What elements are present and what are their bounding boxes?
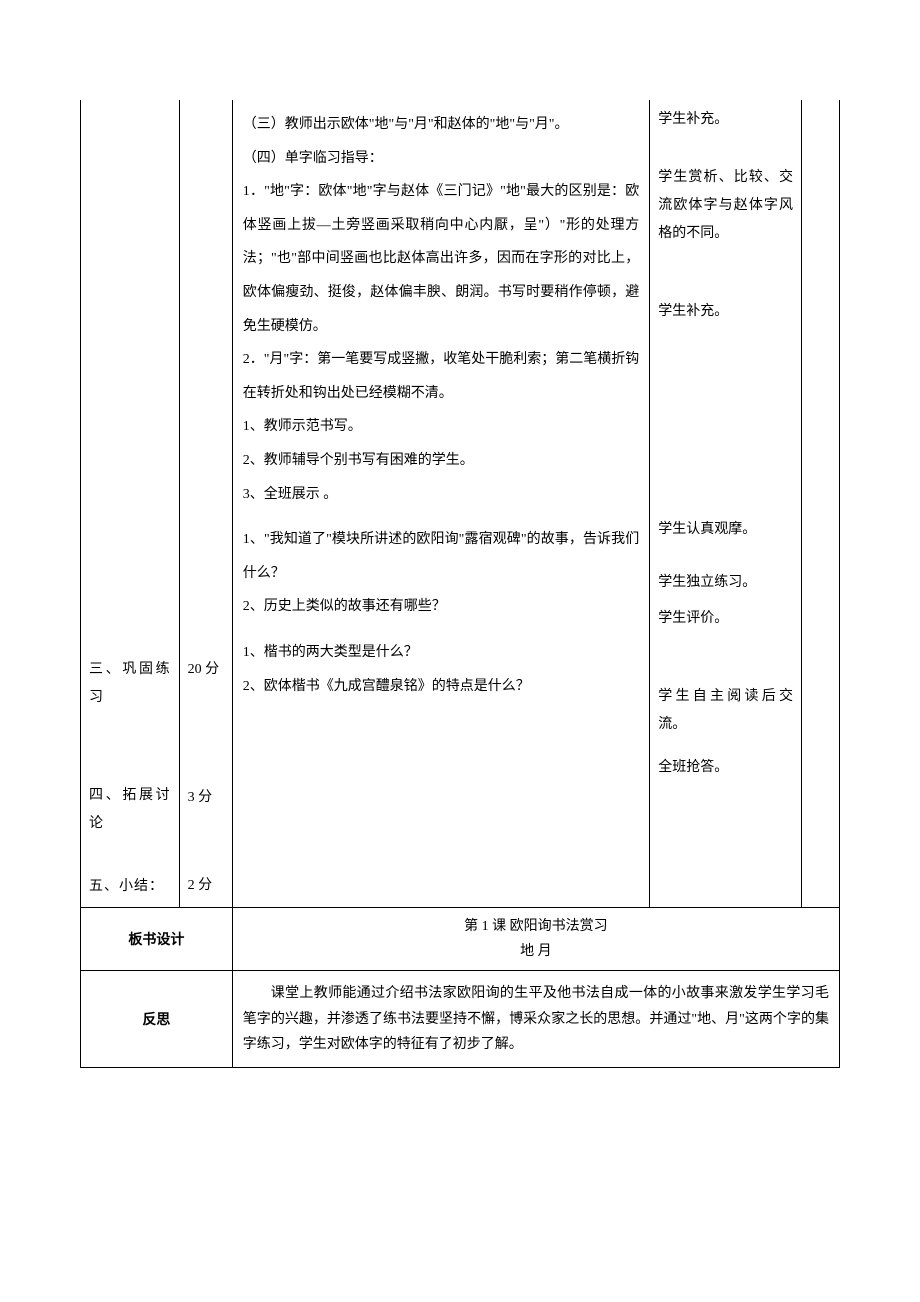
time-column: 20 分 3 分 2 分 [179,100,232,908]
teacher-activity-column: （三）教师出示欧体"地"与"月"和赵体的"地"与"月"。 （四）单字临习指导： … [232,100,649,908]
gap [658,544,793,569]
table-row: 三、巩固练习 四、拓展讨论 五、小结： 20 分 3 分 2 分 （三）教师出示… [81,100,840,908]
section-label-5: 五、小结： [89,873,171,901]
teacher-p9: 2、历史上类似的故事还有哪些？ [243,590,639,624]
gap [658,248,793,298]
student-p5: 学生独立练习。 [658,569,793,597]
student-p6: 学生评价。 [658,605,793,633]
table-row: 反思 课堂上教师能通过介绍书法家欧阳询的生平及他书法自成一体的小故事来激发学生学… [81,971,840,1068]
student-p8: 全班抢答。 [658,754,793,782]
student-p3: 学生补充。 [658,298,793,326]
student-activity-column: 学生补充。 学生赏析、比较、交流欧体字与赵体字风格的不同。 学生补充。 学生认真… [650,100,802,908]
board-design-line1: 第 1 课 欧阳询书法赏习 [241,914,831,939]
teacher-p2: （四）单字临习指导： [243,142,639,176]
lesson-plan-table: 三、巩固练习 四、拓展讨论 五、小结： 20 分 3 分 2 分 （三）教师出示… [80,100,840,1068]
table-row: 板书设计 第 1 课 欧阳询书法赏习 地 月 [81,908,840,971]
time-3: 20 分 [188,656,224,684]
gap [658,597,793,605]
section-column: 三、巩固练习 四、拓展讨论 五、小结： [81,100,180,908]
gap [658,633,793,683]
teacher-p8: 1、"我知道了"模块所讲述的欧阳询"露宿观碑"的故事，告诉我们什么？ [243,523,639,590]
teacher-p5: 1、教师示范书写。 [243,410,639,444]
teacher-p3: 1．"地"字：欧体"地"字与赵体《三门记》"地"最大的区别是：欧体竖画上拔—土旁… [243,175,639,343]
student-p1: 学生补充。 [658,106,793,134]
reflection-label: 反思 [81,971,233,1068]
student-p4: 学生认真观摩。 [658,516,793,544]
teacher-p6: 2、教师辅导个别书写有困难的学生。 [243,444,639,478]
teacher-p1: （三）教师出示欧体"地"与"月"和赵体的"地"与"月"。 [243,108,639,142]
teacher-p11: 2、欧体楷书《九成宫醴泉铭》的特点是什么？ [243,670,639,704]
gap [658,739,793,754]
spacer [243,511,639,523]
student-p2: 学生赏析、比较、交流欧体字与赵体字风格的不同。 [658,164,793,248]
empty-column [802,100,840,908]
board-design-label: 板书设计 [81,908,233,971]
section-label-3: 三、巩固练习 [89,656,171,712]
time-4: 3 分 [188,784,224,812]
time-5: 2 分 [188,872,224,900]
teacher-p10: 1、楷书的两大类型是什么？ [243,636,639,670]
spacer [243,624,639,636]
board-design-line2: 地 月 [241,939,831,964]
student-p7: 学生自主阅读后交流。 [658,683,793,739]
gap [658,326,793,516]
reflection-content: 课堂上教师能通过介绍书法家欧阳询的生平及他书法自成一体的小故事来激发学生学习毛笔… [232,971,839,1068]
section-label-4: 四、拓展讨论 [89,782,171,838]
teacher-p4: 2．"月"字：第一笔要写成竖撇，收笔处干脆利索；第二笔横折钩在转折处和钩出处已经… [243,343,639,410]
gap [658,134,793,164]
board-design-content-cell: 第 1 课 欧阳询书法赏习 地 月 [232,908,839,971]
teacher-p7: 3、全班展示 。 [243,478,639,512]
